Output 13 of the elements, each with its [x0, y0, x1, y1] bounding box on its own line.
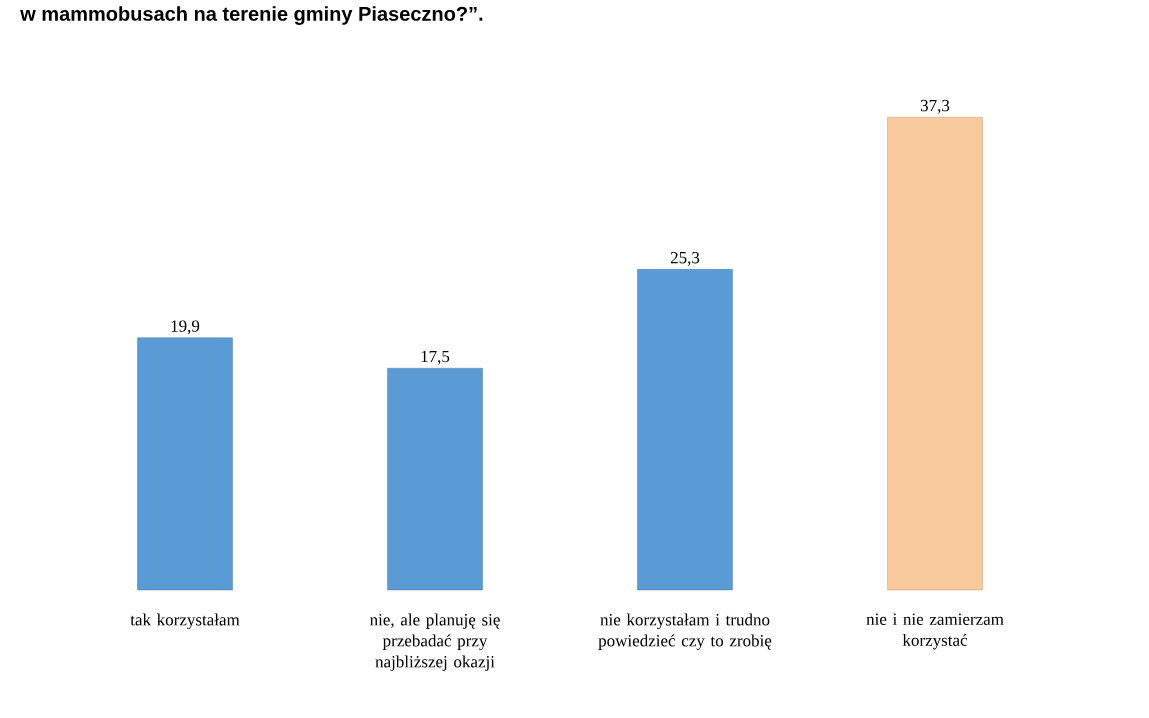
chart-title: w mammobusach na terenie gminy Piaseczno?”.: [20, 6, 483, 25]
bar: [137, 337, 233, 591]
bar: [387, 368, 483, 591]
bar: [637, 269, 733, 591]
data-label: 19,9: [171, 320, 200, 335]
data-label: 25,3: [670, 251, 700, 266]
data-label: 37,3: [920, 99, 950, 114]
x-tick-label: nie, ale planuję się przebadać przy najbliższej okazji: [370, 613, 500, 671]
data-label: 17,5: [421, 350, 450, 365]
x-tick-label: nie korzystałam i trudno powiedzieć czy to zrobię: [598, 613, 772, 650]
x-tick-label: tak korzystałam: [130, 613, 240, 629]
x-tick-label: nie i nie zamierzam korzystać: [866, 613, 1004, 650]
bar: [887, 117, 983, 591]
